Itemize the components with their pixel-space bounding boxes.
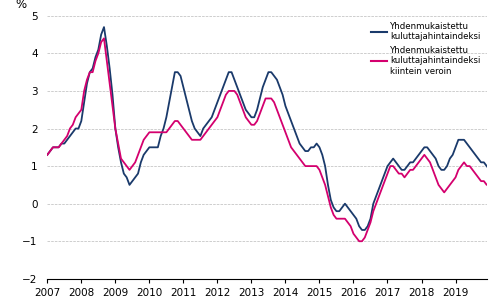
Legend: Yhdenmukaistettu
kuluttajahintaindeksi, Yhdenmukaistettu
kuluttajahintaindeksi
k: Yhdenmukaistettu kuluttajahintaindeksi, … [370,20,483,78]
Y-axis label: %: % [15,0,27,11]
